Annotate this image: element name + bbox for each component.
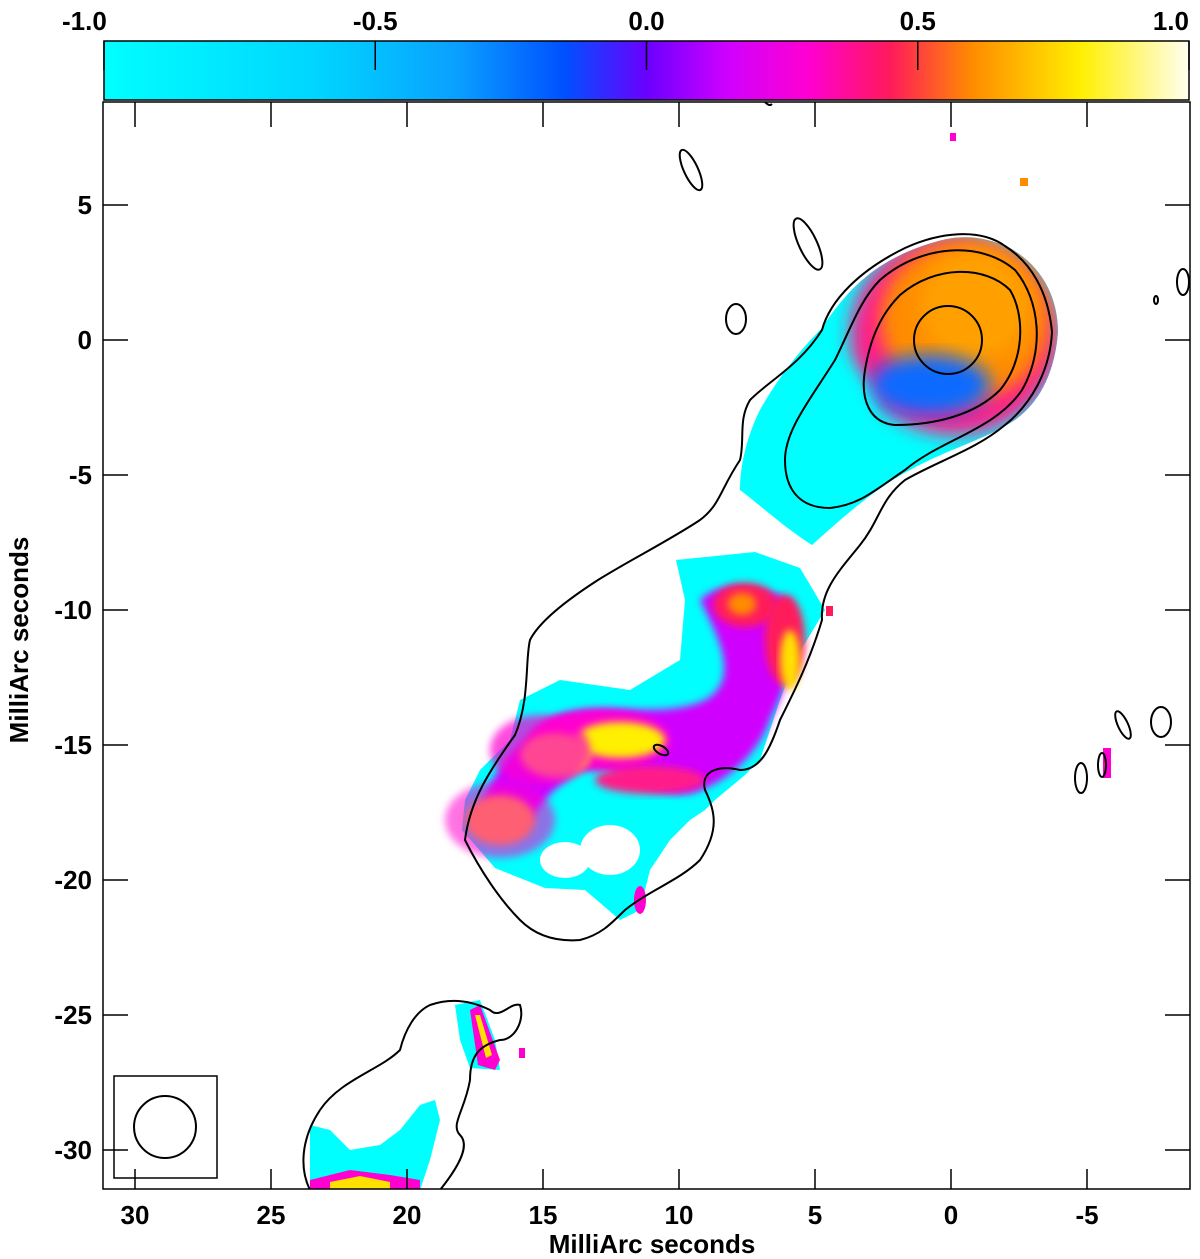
- colorbar-ticks: -1.0 -0.5 0.0 0.5 1.0: [62, 6, 1190, 70]
- contour-core-3: [913, 305, 983, 375]
- x-tick-label: 15: [529, 1200, 558, 1230]
- y-tick-label: -10: [54, 595, 92, 625]
- plot-frame: [102, 101, 1191, 1190]
- x-tick-label: 0: [944, 1200, 958, 1230]
- contours: [302, 102, 1190, 1189]
- x-tick-label: -5: [1075, 1200, 1098, 1230]
- contour-outer-lobe: [302, 999, 523, 1189]
- colorbar-tick-label: 1.0: [1153, 6, 1189, 36]
- y-tick-label: 0: [78, 325, 92, 355]
- axis-ticks: 30 25 20 15 10 5 0 -5 5 0 -5 -10 -15 -20 -25 -30: [54, 102, 1190, 1230]
- x-tick-label: 20: [393, 1200, 422, 1230]
- y-tick-label: -20: [54, 865, 92, 895]
- colorbar-tick-label: -1.0: [62, 6, 107, 36]
- isolated-pixels: [519, 133, 1111, 1058]
- y-tick-label: -5: [69, 460, 92, 490]
- y-axis-title: MilliArc seconds: [4, 537, 34, 744]
- y-tick-label: -25: [54, 1000, 92, 1030]
- plot-area: [103, 102, 1190, 1189]
- x-axis-title: MilliArc seconds: [549, 1229, 756, 1259]
- beam-ellipse: [133, 1095, 197, 1159]
- x-tick-label: 25: [257, 1200, 286, 1230]
- y-tick-label: 5: [78, 190, 92, 220]
- contour-outer-main: [463, 233, 1054, 942]
- colorbar-tick-label: 0.5: [900, 6, 936, 36]
- contour-core-2: [862, 270, 1022, 427]
- y-tick-label: -15: [54, 730, 92, 760]
- y-tick-label: -30: [54, 1135, 92, 1165]
- x-tick-label: 5: [808, 1200, 822, 1230]
- x-tick-label: 30: [121, 1200, 150, 1230]
- colorbar: -1.0 -0.5 0.0 0.5 1.0: [62, 6, 1190, 101]
- beam-box: [113, 1075, 218, 1179]
- colorbar-tick-label: -0.5: [353, 6, 398, 36]
- x-tick-label: 10: [665, 1200, 694, 1230]
- contour-core-1: [783, 249, 1038, 510]
- mid-jet-emission: [445, 552, 825, 920]
- colorbar-tick-label: 0.0: [628, 6, 664, 36]
- beam-marker: [113, 1075, 218, 1179]
